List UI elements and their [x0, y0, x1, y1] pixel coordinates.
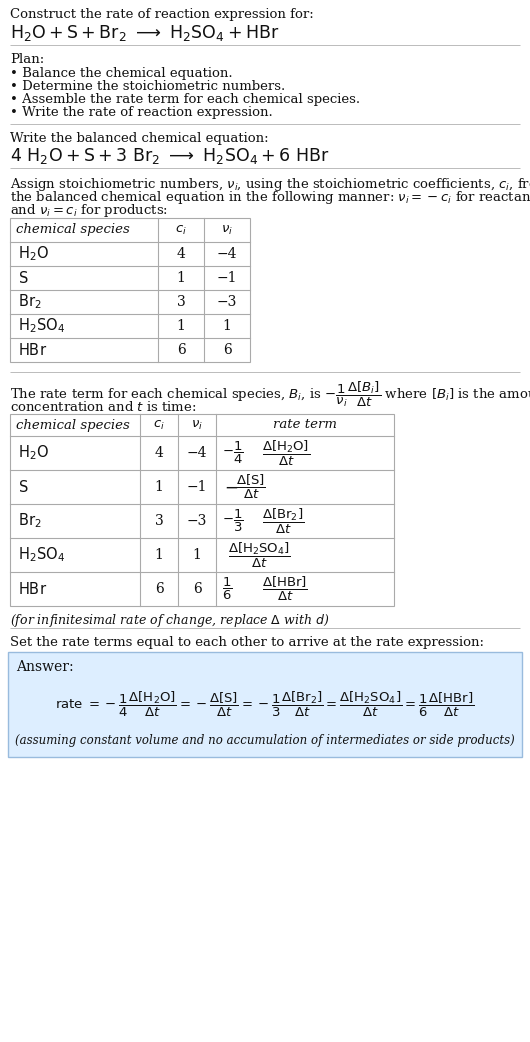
Text: 6: 6	[155, 582, 163, 596]
Text: Set the rate terms equal to each other to arrive at the rate expression:: Set the rate terms equal to each other t…	[10, 636, 484, 649]
Bar	[10, 414, 394, 606]
Text: • Determine the stoichiometric numbers.: • Determine the stoichiometric numbers.	[10, 80, 285, 93]
Text: 1: 1	[155, 548, 163, 562]
Text: 1: 1	[192, 548, 201, 562]
Text: 4: 4	[176, 247, 186, 260]
Text: chemical species: chemical species	[16, 419, 130, 431]
Text: $\mathrm{H_2O + S + Br_2\ \longrightarrow\ H_2SO_4 + HBr}$: $\mathrm{H_2O + S + Br_2\ \longrightarro…	[10, 23, 279, 43]
Text: $\mathrm{H_2SO_4}$: $\mathrm{H_2SO_4}$	[18, 546, 65, 565]
Text: 1: 1	[176, 271, 186, 286]
Text: 6: 6	[223, 343, 232, 357]
Text: 6: 6	[176, 343, 186, 357]
Text: 4: 4	[155, 446, 163, 460]
Text: $-\dfrac{1}{4}$: $-\dfrac{1}{4}$	[222, 440, 243, 466]
Text: Construct the rate of reaction expression for:: Construct the rate of reaction expressio…	[10, 8, 314, 21]
Text: $c_i$: $c_i$	[153, 419, 165, 431]
Text: • Balance the chemical equation.: • Balance the chemical equation.	[10, 67, 233, 80]
Text: $\mathrm{HBr}$: $\mathrm{HBr}$	[18, 342, 47, 358]
Text: $\dfrac{\Delta[\mathrm{HBr}]}{\Delta t}$: $\dfrac{\Delta[\mathrm{HBr}]}{\Delta t}$	[262, 575, 308, 603]
Text: $\dfrac{\Delta[\mathrm{H_2SO_4}]}{\Delta t}$: $\dfrac{\Delta[\mathrm{H_2SO_4}]}{\Delta…	[228, 541, 291, 570]
Text: $\mathrm{HBr}$: $\mathrm{HBr}$	[18, 581, 47, 597]
Text: Plan:: Plan:	[10, 53, 44, 66]
Text: $-\dfrac{1}{3}$: $-\dfrac{1}{3}$	[222, 507, 243, 535]
Text: −1: −1	[217, 271, 237, 286]
Text: rate $= -\dfrac{1}{4}\dfrac{\Delta[\mathrm{H_2O}]}{\Delta t} = -\dfrac{\Delta[\m: rate $= -\dfrac{1}{4}\dfrac{\Delta[\math…	[55, 690, 475, 719]
Text: $\nu_i$: $\nu_i$	[191, 419, 203, 431]
Text: $\mathrm{4\ H_2O + S + 3\ Br_2\ \longrightarrow\ H_2SO_4 + 6\ HBr}$: $\mathrm{4\ H_2O + S + 3\ Br_2\ \longrig…	[10, 146, 330, 166]
Text: $\mathrm{S}$: $\mathrm{S}$	[18, 479, 29, 495]
Text: 1: 1	[155, 480, 163, 494]
Text: 6: 6	[192, 582, 201, 596]
Text: −3: −3	[217, 295, 237, 309]
Text: $\mathrm{S}$: $\mathrm{S}$	[18, 270, 29, 286]
Text: $\dfrac{\Delta[\mathrm{H_2O}]}{\Delta t}$: $\dfrac{\Delta[\mathrm{H_2O}]}{\Delta t}…	[262, 439, 310, 468]
Text: $\mathrm{H_2SO_4}$: $\mathrm{H_2SO_4}$	[18, 317, 65, 336]
Text: $\nu_i$: $\nu_i$	[221, 223, 233, 237]
Bar	[10, 218, 250, 362]
Text: The rate term for each chemical species, $B_i$, is $-\dfrac{1}{\nu_i}\dfrac{\Del: The rate term for each chemical species,…	[10, 380, 530, 410]
Text: • Assemble the rate term for each chemical species.: • Assemble the rate term for each chemic…	[10, 93, 360, 106]
Text: the balanced chemical equation in the following manner: $\nu_i = -c_i$ for react: the balanced chemical equation in the fo…	[10, 189, 530, 206]
Text: (for infinitesimal rate of change, replace $\Delta$ with $d$): (for infinitesimal rate of change, repla…	[10, 612, 329, 629]
Text: (assuming constant volume and no accumulation of intermediates or side products): (assuming constant volume and no accumul…	[15, 734, 515, 747]
Text: −4: −4	[217, 247, 237, 260]
Text: concentration and $t$ is time:: concentration and $t$ is time:	[10, 400, 197, 414]
Text: • Write the rate of reaction expression.: • Write the rate of reaction expression.	[10, 106, 273, 119]
Text: 3: 3	[155, 514, 163, 528]
Text: $\dfrac{\Delta[\mathrm{S}]}{\Delta t}$: $\dfrac{\Delta[\mathrm{S}]}{\Delta t}$	[236, 473, 266, 501]
Text: and $\nu_i = c_i$ for products:: and $\nu_i = c_i$ for products:	[10, 202, 168, 219]
Text: rate term: rate term	[273, 419, 337, 431]
Text: $\mathrm{H_2O}$: $\mathrm{H_2O}$	[18, 245, 49, 264]
Bar	[8, 652, 522, 756]
Text: −4: −4	[187, 446, 207, 460]
Text: Answer:: Answer:	[16, 660, 74, 674]
Text: 3: 3	[176, 295, 186, 309]
Text: Assign stoichiometric numbers, $\nu_i$, using the stoichiometric coefficients, $: Assign stoichiometric numbers, $\nu_i$, …	[10, 176, 530, 193]
Text: chemical species: chemical species	[16, 223, 130, 237]
Text: −1: −1	[187, 480, 207, 494]
Text: $\mathrm{H_2O}$: $\mathrm{H_2O}$	[18, 444, 49, 463]
Text: 1: 1	[176, 319, 186, 333]
Text: $\mathrm{Br_2}$: $\mathrm{Br_2}$	[18, 512, 41, 530]
Text: $\dfrac{1}{6}$: $\dfrac{1}{6}$	[222, 576, 233, 602]
Text: $c_i$: $c_i$	[175, 223, 187, 237]
Text: Write the balanced chemical equation:: Write the balanced chemical equation:	[10, 132, 269, 145]
Text: $\dfrac{\Delta[\mathrm{Br_2}]}{\Delta t}$: $\dfrac{\Delta[\mathrm{Br_2}]}{\Delta t}…	[262, 506, 304, 536]
Text: $\mathrm{Br_2}$: $\mathrm{Br_2}$	[18, 293, 41, 312]
Text: −3: −3	[187, 514, 207, 528]
Text: 1: 1	[223, 319, 232, 333]
Text: $-$: $-$	[224, 478, 238, 496]
